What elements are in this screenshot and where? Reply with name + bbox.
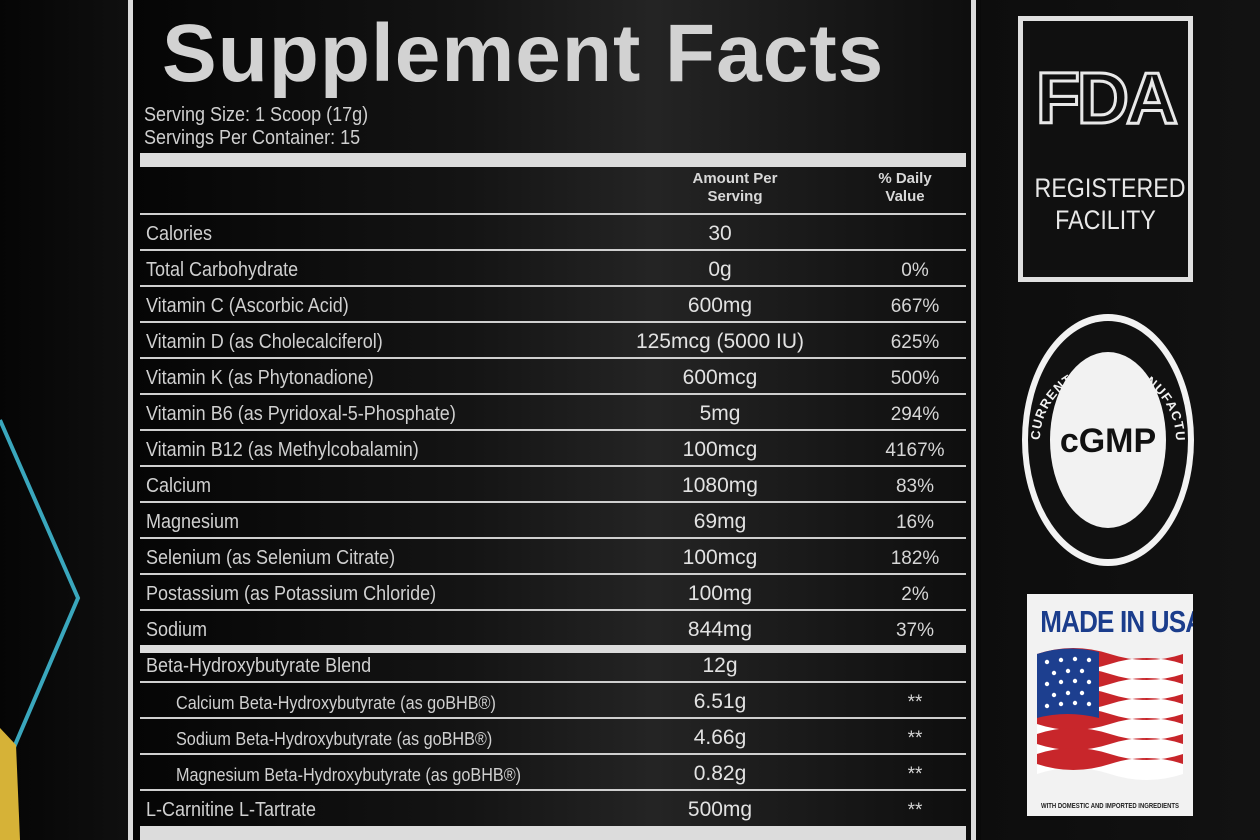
facts-table: Calories 30 Total Carbohydrate 0g 0% Vit… xyxy=(140,213,966,825)
table-row: Magnesium Beta-Hydroxybutyrate (as goBHB… xyxy=(140,753,966,789)
nutrient-amount: 30 xyxy=(708,222,732,245)
nutrient-dv: ** xyxy=(907,728,923,749)
nutrient-amount: 844mg xyxy=(687,618,753,641)
table-row: Vitamin K (as Phytonadione) 600mcg 500% xyxy=(140,357,966,393)
daily-value-header: % Daily Value xyxy=(878,170,932,205)
nutrient-label: Vitamin D (as Cholecalciferol) xyxy=(146,331,383,353)
teal-chevron-line xyxy=(0,419,81,781)
table-row: Postassium (as Potassium Chloride) 100mg… xyxy=(140,573,966,609)
table-row: Total Carbohydrate 0g 0% xyxy=(140,249,966,285)
table-row: Selenium (as Selenium Citrate) 100mcg 18… xyxy=(140,537,966,573)
facts-title: Supplement Facts xyxy=(162,8,885,99)
serving-size: Serving Size: 1 Scoop (17g) xyxy=(144,104,369,126)
nutrient-amount: 4.66g xyxy=(693,726,747,749)
nutrient-label: Postassium (as Potassium Chloride) xyxy=(146,583,437,605)
table-row: Calories 30 xyxy=(140,213,966,249)
nutrient-amount: 0g xyxy=(708,258,732,281)
nutrient-label: Magnesium xyxy=(146,511,240,533)
nutrient-amount: 125mcg (5000 IU) xyxy=(635,330,805,353)
nutrient-amount: 100mcg xyxy=(682,546,758,569)
nutrient-label: Vitamin K (as Phytonadione) xyxy=(146,367,374,389)
table-row: Vitamin C (Ascorbic Acid) 600mg 667% xyxy=(140,285,966,321)
amount-per-serving-header: Amount Per Serving xyxy=(692,170,778,205)
nutrient-amount: 0.82g xyxy=(693,762,747,785)
nutrient-dv: 16% xyxy=(895,512,935,533)
nutrient-dv: 2% xyxy=(901,584,929,605)
nutrient-label: Calcium xyxy=(146,475,212,497)
nutrient-amount: 600mcg xyxy=(682,366,758,389)
fda-logo: FDA xyxy=(1035,59,1180,139)
nutrient-dv: 182% xyxy=(890,548,940,569)
made-in-usa-badge: MADE IN USA WITH DOMESTIC AND IMPORTED I… xyxy=(1027,594,1193,816)
nutrient-dv: ** xyxy=(907,764,923,785)
nutrient-amount: 1080mg xyxy=(682,474,758,497)
nutrient-dv: 37% xyxy=(895,620,935,641)
fda-registered-badge: FDA REGISTERED FACILITY xyxy=(1018,16,1193,282)
nutrient-amount: 6.51g xyxy=(693,690,747,713)
nutrient-dv: 667% xyxy=(890,296,940,317)
jar-left-edge xyxy=(0,0,135,840)
cgmp-seal-icon: CURRENT GOOD MANUFACTURING PRACTICE cGMP xyxy=(1020,309,1194,566)
nutrient-label: Calcium Beta-Hydroxybutyrate (as goBHB®) xyxy=(176,693,496,713)
nutrient-dv: 0% xyxy=(901,260,929,281)
nutrient-label: Magnesium Beta-Hydroxybutyrate (as goBHB… xyxy=(176,765,522,785)
table-row: Vitamin B12 (as Methylcobalamin) 100mcg … xyxy=(140,429,966,465)
nutrient-label: Vitamin B6 (as Pyridoxal-5-Phosphate) xyxy=(146,403,456,425)
nutrient-amount: 12g xyxy=(702,654,738,677)
us-flag-icon xyxy=(1037,648,1183,780)
usa-ingredients-text: WITH DOMESTIC AND IMPORTED INGREDIENTS xyxy=(1041,803,1179,810)
nutrient-label: Beta-Hydroxybutyrate Blend xyxy=(146,655,372,677)
table-row: Beta-Hydroxybutyrate Blend 12g xyxy=(140,645,966,681)
nutrient-label: Sodium xyxy=(146,619,208,641)
supplement-facts-panel xyxy=(128,0,976,840)
nutrient-label: Selenium (as Selenium Citrate) xyxy=(146,547,396,569)
nutrient-amount: 100mcg xyxy=(682,438,758,461)
nutrient-dv: ** xyxy=(907,692,923,713)
table-row: Calcium Beta-Hydroxybutyrate (as goBHB®)… xyxy=(140,681,966,717)
nutrient-label: Vitamin C (Ascorbic Acid) xyxy=(146,295,349,317)
nutrient-label: Calories xyxy=(146,223,213,245)
nutrient-dv: 500% xyxy=(890,368,940,389)
nutrient-dv: 4167% xyxy=(885,440,945,461)
table-row: L-Carnitine L-Tartrate 500mg ** xyxy=(140,789,966,825)
servings-per-container: Servings Per Container: 15 xyxy=(144,127,361,149)
nutrient-dv: ** xyxy=(907,800,923,821)
nutrient-amount: 600mg xyxy=(687,294,753,317)
header-rule xyxy=(140,153,966,167)
table-row: Calcium 1080mg 83% xyxy=(140,465,966,501)
nutrient-amount: 500mg xyxy=(687,798,753,821)
fda-facility-text: FACILITY xyxy=(1055,205,1156,235)
table-row: Sodium 844mg 37% xyxy=(140,609,966,645)
nutrient-label: Sodium Beta-Hydroxybutyrate (as goBHB®) xyxy=(176,729,493,749)
nutrient-dv: 83% xyxy=(895,476,935,497)
nutrient-dv: 625% xyxy=(890,332,940,353)
fda-registered-text: REGISTERED xyxy=(1034,173,1186,203)
table-row: Vitamin B6 (as Pyridoxal-5-Phosphate) 5m… xyxy=(140,393,966,429)
nutrient-amount: 100mg xyxy=(687,582,753,605)
footer-rule xyxy=(140,826,966,840)
table-row: Magnesium 69mg 16% xyxy=(140,501,966,537)
nutrient-amount: 69mg xyxy=(693,510,747,533)
nutrient-label: L-Carnitine L-Tartrate xyxy=(146,799,317,821)
nutrient-label: Total Carbohydrate xyxy=(146,259,299,281)
table-row: Sodium Beta-Hydroxybutyrate (as goBHB®) … xyxy=(140,717,966,753)
gold-accent xyxy=(0,728,20,840)
jar-decoration xyxy=(0,419,81,840)
nutrient-dv: 294% xyxy=(890,404,940,425)
nutrient-amount: 5mg xyxy=(699,402,741,425)
table-row: Vitamin D (as Cholecalciferol) 125mcg (5… xyxy=(140,321,966,357)
cgmp-center-text: cGMP xyxy=(1060,422,1156,460)
nutrient-label: Vitamin B12 (as Methylcobalamin) xyxy=(146,439,419,461)
made-in-usa-title: MADE IN USA xyxy=(1040,604,1193,639)
